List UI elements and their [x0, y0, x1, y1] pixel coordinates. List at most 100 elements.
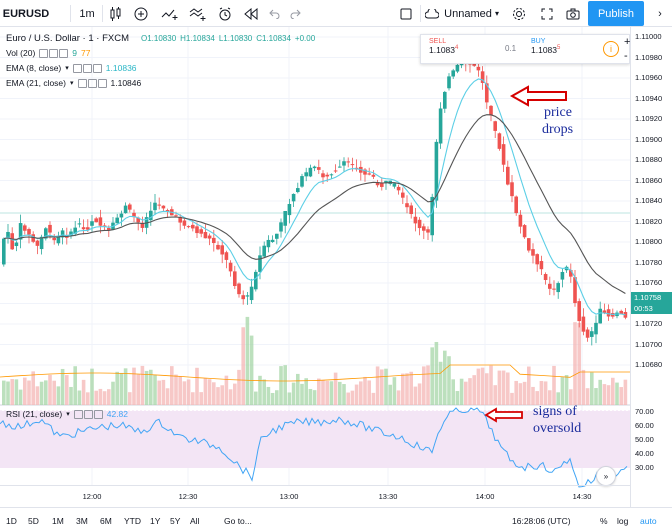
log-toggle[interactable]: log: [617, 515, 629, 526]
volume-bar: [405, 373, 409, 405]
volume-bar: [581, 369, 586, 405]
price-axis[interactable]: 1.11000 1.10980 1.10960 1.10940 1.10920 1.109…: [630, 27, 672, 507]
time-axis-label: 12:00: [82, 492, 102, 501]
legend-title[interactable]: Euro / U.S. Dollar · 1 · FXCM: [6, 33, 129, 44]
fullscreen-square-icon[interactable]: [396, 0, 416, 27]
scroll-to-realtime-button[interactable]: »: [596, 466, 616, 486]
candle: [123, 205, 128, 214]
volume-bar: [573, 322, 577, 405]
price-axis-label: 1.10880: [635, 155, 663, 164]
volume-bar: [144, 370, 149, 405]
candle: [535, 254, 539, 265]
volume-bar: [438, 361, 443, 405]
volume-bar: [165, 388, 170, 405]
volume-bar: [296, 373, 300, 405]
publish-button[interactable]: Publish: [588, 1, 644, 26]
info-icon[interactable]: i: [603, 41, 619, 57]
volume-bar: [233, 383, 237, 405]
candle: [10, 233, 14, 250]
ema21-label[interactable]: EMA (21, close): [6, 78, 66, 88]
vol-controls[interactable]: [39, 48, 69, 58]
volume-bar: [518, 383, 523, 405]
auto-toggle[interactable]: auto: [640, 515, 657, 526]
fullscreen-icon[interactable]: [536, 0, 558, 27]
candle: [380, 182, 384, 187]
alert-clock-icon[interactable]: [214, 0, 236, 27]
gear-icon[interactable]: [508, 0, 530, 27]
volume-bar: [396, 390, 401, 405]
utc-clock[interactable]: 16:28:06 (UTC): [512, 515, 571, 526]
percent-toggle[interactable]: %: [600, 515, 608, 526]
candle: [174, 215, 178, 217]
redo-icon[interactable]: [286, 0, 306, 27]
candle: [548, 283, 552, 289]
candle: [60, 230, 65, 238]
chevron-down-icon[interactable]: ▾: [65, 65, 69, 72]
volume-bar: [489, 365, 493, 405]
range-button-3m[interactable]: 3M: [76, 515, 88, 526]
candle: [199, 229, 203, 234]
time-axis-label: 14:30: [572, 492, 592, 501]
indicators-icon[interactable]: [158, 0, 182, 27]
candle: [308, 167, 313, 177]
rsi-label[interactable]: RSI (21, close): [6, 409, 63, 419]
symbol-search[interactable]: EURUSD: [2, 7, 50, 20]
volume-bar: [186, 379, 191, 405]
undo-icon[interactable]: [264, 0, 284, 27]
ema8-label[interactable]: EMA (8, close): [6, 63, 62, 73]
range-button-ytd[interactable]: YTD: [124, 515, 141, 526]
volume-bar: [321, 379, 325, 405]
chevron-down-icon[interactable]: ▾: [66, 411, 70, 418]
candle: [527, 238, 531, 251]
volume-bar: [275, 390, 279, 405]
candle: [245, 295, 250, 297]
volume-bar: [531, 386, 535, 405]
volume-bar: [585, 388, 590, 405]
candles: [2, 54, 628, 346]
chart-type-icon[interactable]: [106, 0, 126, 27]
range-button-all[interactable]: All: [190, 515, 200, 526]
chevron-down-icon[interactable]: ▾: [70, 80, 74, 87]
price-axis-label: 1.11000: [635, 32, 662, 41]
volume-bar: [451, 379, 455, 405]
volume-bar: [611, 377, 615, 405]
sell-button[interactable]: SELL 1.10834: [429, 38, 458, 55]
camera-icon[interactable]: [562, 0, 584, 27]
minus-icon[interactable]: -: [624, 50, 628, 62]
layout-name[interactable]: Unnamed: [444, 7, 492, 20]
vol-label[interactable]: Vol (20): [6, 48, 36, 58]
more-chevron-icon[interactable]: ›: [658, 7, 662, 20]
rsi-band: [0, 411, 630, 468]
buy-button[interactable]: BUY 1.10835: [531, 38, 560, 55]
plus-icon[interactable]: +: [624, 36, 631, 48]
candle: [321, 173, 325, 178]
countdown-badge: 00:53: [631, 303, 672, 314]
compare-add-icon[interactable]: [130, 0, 152, 27]
range-button-5d[interactable]: 5D: [28, 515, 39, 526]
interval-button[interactable]: 1m: [79, 7, 95, 20]
candle: [94, 218, 98, 223]
volume-bar: [506, 372, 510, 405]
range-button-1m[interactable]: 1M: [52, 515, 64, 526]
range-button-1y[interactable]: 1Y: [150, 515, 161, 526]
volume-bar: [590, 372, 594, 405]
ema21-controls[interactable]: [77, 78, 107, 88]
range-button-6m[interactable]: 6M: [100, 515, 112, 526]
time-axis[interactable]: 12:00 12:30 13:00 13:30 14:00 14:30: [0, 485, 630, 507]
candle: [258, 255, 262, 272]
bottom-bar: 1D 5D 1M 3M 6M YTD 1Y 5Y All Go to... 16:28:06 (…: [0, 507, 672, 532]
ohlc-low: L1.10830: [218, 34, 253, 43]
rsi-controls[interactable]: [73, 409, 103, 419]
ema8-controls[interactable]: [72, 63, 102, 73]
range-button-1d[interactable]: 1D: [6, 515, 17, 526]
range-button-5y[interactable]: 5Y: [170, 515, 181, 526]
volume-bar: [123, 368, 128, 405]
chevron-down-icon[interactable]: ▾: [494, 9, 499, 18]
goto-button[interactable]: Go to...: [224, 515, 252, 526]
replay-icon[interactable]: [240, 0, 262, 27]
volume-bar: [174, 374, 178, 405]
candle: [132, 212, 136, 218]
volume-bar: [44, 380, 48, 405]
price-chart[interactable]: [0, 27, 630, 507]
financials-icon[interactable]: [186, 0, 210, 27]
